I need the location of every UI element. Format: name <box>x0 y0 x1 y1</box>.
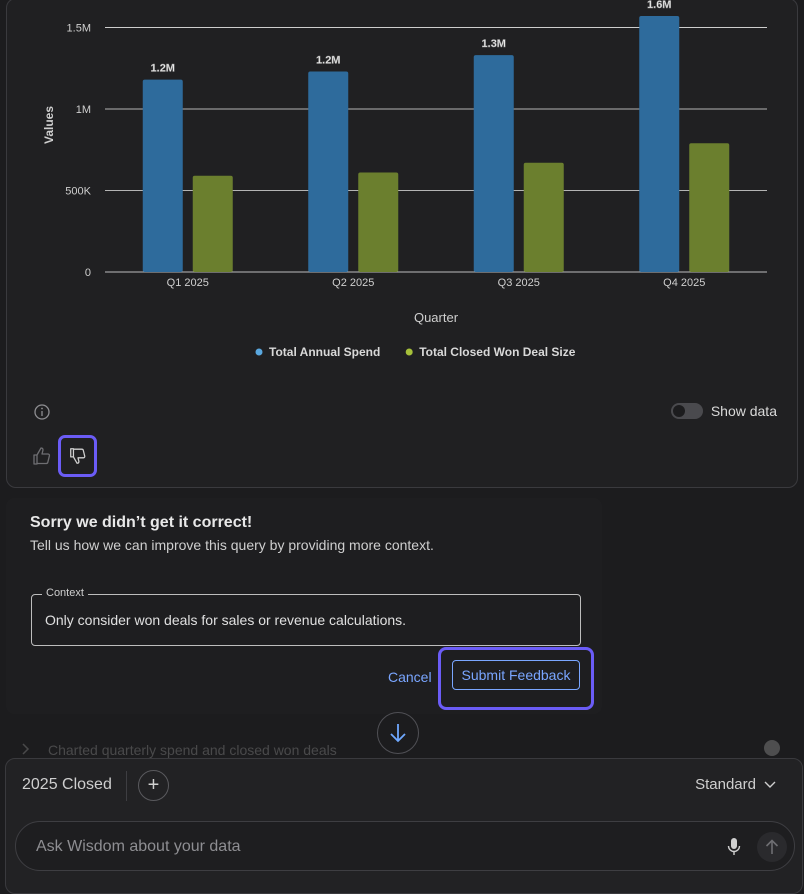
history-row-text: Charted quarterly spend and closed won d… <box>48 742 337 758</box>
chart-card: 0 500K 1M 1.5M Values 1.2M Q1 2025 1.2M Q2 2025 1… <box>6 0 798 488</box>
show-data-label: Show data <box>710 403 777 419</box>
legend-dot <box>255 348 263 356</box>
scroll-down-button[interactable] <box>377 712 419 754</box>
arrow-down-icon <box>390 724 406 743</box>
bar-deal-1 <box>192 175 233 272</box>
add-button[interactable]: + <box>138 770 169 801</box>
submit-feedback-button[interactable]: Submit Feedback <box>452 660 580 690</box>
composer: 2025 Closed + Standard <box>5 758 803 894</box>
x-tick-label: Q1 2025 <box>167 277 209 289</box>
y-tick-label: 500K <box>65 185 91 197</box>
x-axis-title: Quarter <box>414 310 459 325</box>
y-tick-label: 1M <box>76 104 91 116</box>
data-label: 1.2M <box>151 63 175 75</box>
context-value[interactable]: Only consider won deals for sales or rev… <box>45 612 407 628</box>
context-chip[interactable]: 2025 Closed <box>22 776 112 793</box>
bar-spend-1 <box>142 79 183 273</box>
history-row[interactable]: Charted quarterly spend and closed won d… <box>20 740 790 760</box>
divider <box>126 771 127 801</box>
check-icon <box>764 740 780 756</box>
bar-spend-3 <box>473 55 514 273</box>
x-tick-label: Q4 2025 <box>663 277 705 289</box>
submit-highlight: Submit Feedback <box>438 647 594 710</box>
feedback-title: Sorry we didn’t get it correct! <box>30 514 253 531</box>
show-data-toggle-wrap: Show data <box>670 403 777 419</box>
data-label: 1.2M <box>316 54 340 66</box>
legend-label: Total Annual Spend <box>269 345 380 359</box>
bar-spend-4 <box>639 16 680 273</box>
data-label: 1.6M <box>647 0 671 11</box>
thumbs-down-button[interactable] <box>58 435 97 477</box>
show-data-toggle[interactable] <box>670 403 703 419</box>
microphone-icon[interactable] <box>726 836 742 858</box>
plus-icon: + <box>147 774 160 796</box>
chevron-down-icon <box>764 781 776 788</box>
thumbs-up-icon[interactable] <box>31 445 53 467</box>
y-tick-label: 1.5M <box>67 22 91 34</box>
bar-chart: 0 500K 1M 1.5M Values 1.2M Q1 2025 1.2M Q2 2025 1… <box>42 0 767 359</box>
mode-label: Standard <box>695 776 756 793</box>
bar-spend-2 <box>308 71 349 273</box>
context-field[interactable]: Context Only consider won deals for sale… <box>31 587 581 646</box>
ask-input[interactable] <box>36 834 696 860</box>
bar-deal-2 <box>358 172 399 272</box>
arrow-up-icon <box>765 839 779 854</box>
bar-deal-3 <box>523 162 564 272</box>
legend-label: Total Closed Won Deal Size <box>419 345 576 359</box>
feedback-subtitle: Tell us how we can improve this query by… <box>30 537 434 553</box>
feedback-panel: Sorry we didn’t get it correct! Tell us … <box>6 498 602 714</box>
cancel-button[interactable]: Cancel <box>388 669 432 685</box>
x-tick-label: Q2 2025 <box>332 277 374 289</box>
x-tick-label: Q3 2025 <box>498 277 540 289</box>
thumbs-down-icon <box>69 448 85 464</box>
ask-input-wrap <box>15 821 795 871</box>
y-axis-title: Values <box>42 106 56 144</box>
mode-select[interactable]: Standard <box>695 776 776 793</box>
legend-dot <box>405 348 413 356</box>
info-icon[interactable] <box>33 403 51 421</box>
send-button[interactable] <box>757 832 787 862</box>
context-label: Context <box>42 587 88 599</box>
y-tick-label: 0 <box>85 267 91 279</box>
data-label: 1.3M <box>482 38 506 50</box>
chevron-right-icon <box>22 743 30 755</box>
bar-deal-4 <box>689 143 730 272</box>
